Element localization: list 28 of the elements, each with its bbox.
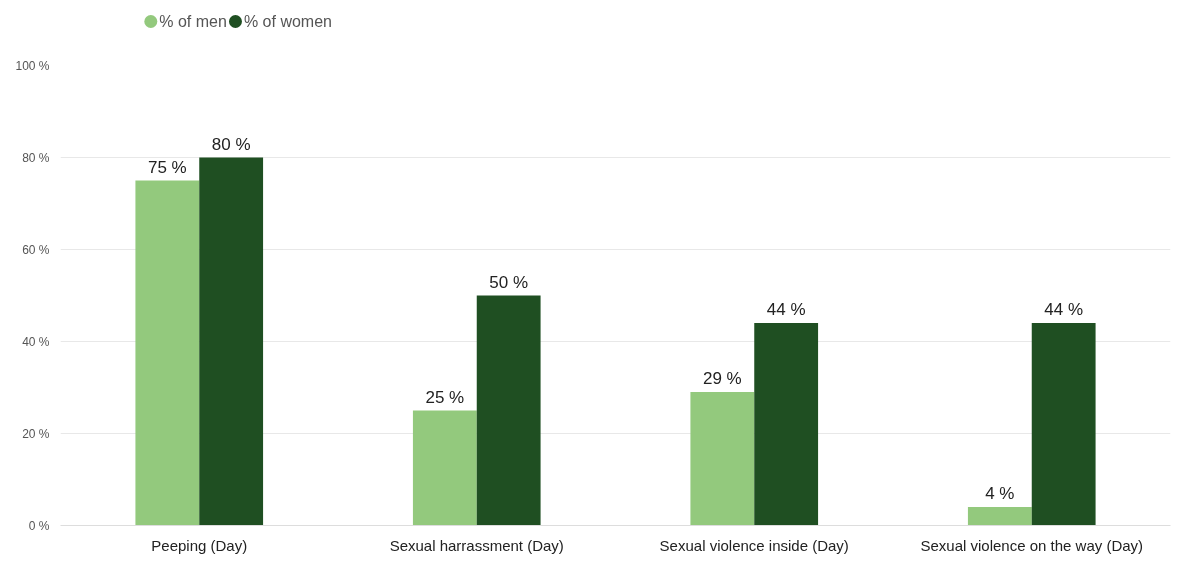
y-tick-label: 20 % — [22, 426, 50, 441]
bar — [1031, 323, 1096, 526]
bar — [967, 507, 1032, 526]
y-tick-label: 60 % — [22, 242, 50, 257]
y-tick-label: 100 % — [15, 58, 50, 73]
data-label: 44 % — [766, 300, 806, 320]
data-label: 44 % — [1044, 300, 1084, 320]
x-tick-label: Peeping (Day) — [151, 536, 248, 554]
x-tick-label: Sexual harrassment (Day) — [389, 536, 564, 554]
data-label: 80 % — [211, 134, 251, 154]
legend-label: % of women — [243, 13, 332, 30]
bar — [199, 157, 264, 526]
y-tick-label: 40 % — [22, 334, 50, 349]
data-label: 50 % — [489, 272, 529, 292]
data-label: 25 % — [425, 387, 465, 407]
bar — [754, 323, 819, 526]
y-tick-label: 80 % — [22, 150, 50, 165]
x-tick-label: Sexual violence inside (Day) — [659, 536, 849, 554]
bar — [412, 410, 477, 526]
bar — [135, 180, 200, 526]
data-label: 4 % — [985, 484, 1015, 504]
y-tick-label: 0 % — [28, 518, 50, 533]
legend-label: % of men — [159, 13, 227, 30]
bar — [690, 392, 755, 526]
x-tick-label: Sexual violence on the way (Day) — [920, 536, 1144, 554]
data-label: 75 % — [147, 157, 187, 177]
data-label: 29 % — [702, 369, 742, 389]
bar — [476, 295, 541, 526]
